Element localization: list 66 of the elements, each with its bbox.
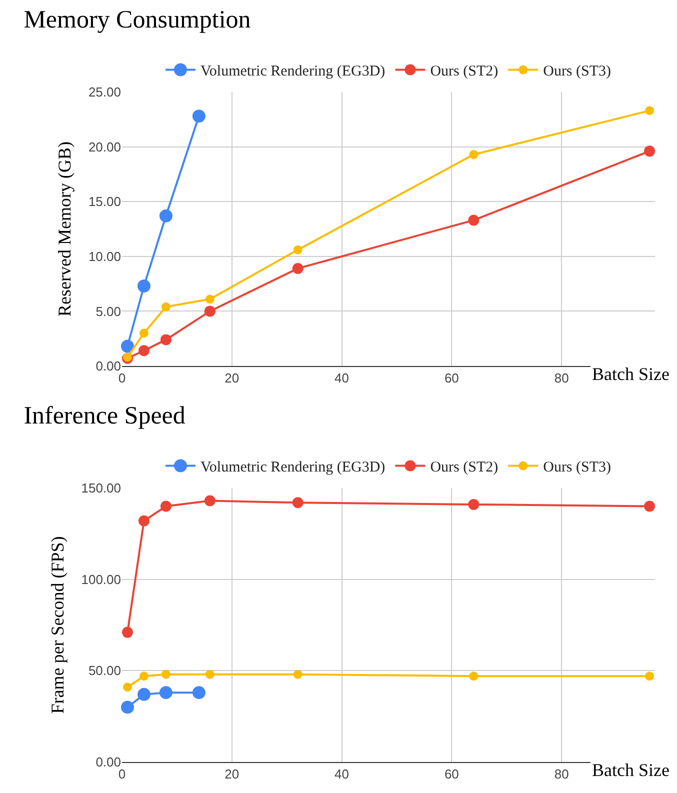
point (161, 670, 170, 679)
y-tick-label: 10.00 (88, 248, 121, 264)
y-tick-label: 5.00 (96, 304, 121, 319)
point (469, 150, 478, 159)
point (292, 262, 304, 274)
point (293, 670, 302, 679)
legend-label: Volumetric Rendering (EG3D) (200, 460, 386, 476)
y-tick-label: 15.00 (88, 194, 121, 210)
legend-label: Ours (ST2) (430, 460, 498, 476)
y-tick-label: 25.00 (88, 84, 121, 100)
point (137, 688, 150, 701)
x-tick-label: 80 (554, 370, 569, 386)
point (205, 670, 214, 679)
point (139, 328, 148, 338)
point (159, 686, 172, 700)
y-tick-label: 150.00 (81, 480, 121, 496)
y-axis-title: Reserved Memory (GB) (54, 142, 75, 316)
point (644, 500, 656, 512)
point (138, 345, 150, 356)
x-tick-label: 20 (224, 766, 240, 782)
point (138, 515, 150, 526)
x-tick-label: 40 (334, 370, 350, 386)
x-tick-label: 80 (554, 766, 569, 782)
x-tick-label: 40 (334, 766, 350, 782)
point (468, 498, 480, 510)
legend-label: Ours (ST3) (543, 460, 612, 476)
legend-label: Volumetric Rendering (EG3D) (200, 64, 386, 80)
point (645, 106, 654, 116)
x-tick-label: 20 (224, 370, 240, 386)
point (139, 672, 148, 681)
y-tick-label: 50.00 (88, 663, 121, 678)
point (161, 302, 170, 312)
chart-title: Inference Speed (24, 402, 186, 430)
point (120, 700, 134, 714)
y-tick-label: 0.00 (96, 754, 121, 770)
point (293, 245, 302, 254)
point (122, 682, 132, 692)
point (137, 279, 150, 292)
point (468, 214, 480, 226)
x-tick-label: 60 (444, 766, 459, 782)
legend-label: Ours (ST2) (430, 64, 498, 80)
point (120, 340, 134, 353)
point (292, 497, 304, 508)
point (204, 306, 216, 317)
x-axis-title: Batch Size (592, 760, 670, 780)
point (160, 334, 172, 346)
point (469, 672, 478, 681)
x-axis-title: Batch Size (592, 364, 670, 384)
y-axis-title: Frame per Second (FPS) (47, 536, 68, 714)
point (159, 209, 172, 222)
x-tick-label: 60 (444, 370, 459, 386)
point (192, 110, 206, 123)
y-tick-label: 20.00 (88, 139, 121, 154)
point (205, 294, 214, 304)
point (204, 495, 216, 506)
point (192, 686, 206, 700)
chart-title: Memory Consumption (24, 6, 252, 34)
x-tick-label: 0 (118, 370, 126, 386)
point (645, 672, 654, 681)
legend-label: Ours (ST3) (543, 64, 612, 80)
point (644, 146, 656, 157)
x-tick-label: 0 (118, 766, 126, 782)
y-tick-label: 0.00 (96, 358, 121, 374)
point (122, 626, 133, 638)
y-tick-label: 100.00 (81, 572, 121, 587)
point (160, 500, 172, 512)
